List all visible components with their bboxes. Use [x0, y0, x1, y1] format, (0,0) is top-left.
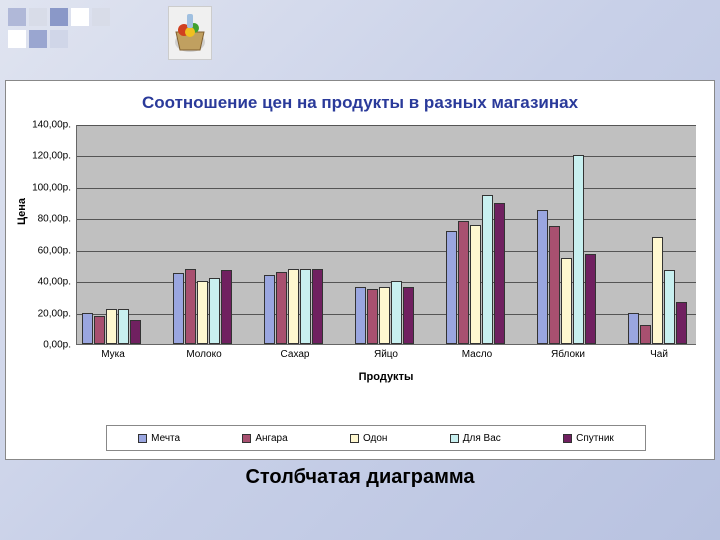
bar: [300, 269, 311, 344]
decor-square: [8, 8, 26, 26]
bar: [446, 231, 457, 344]
decor-squares-row2: [8, 30, 68, 48]
y-tick-label: 40,00р.: [38, 277, 71, 288]
legend-swatch: [450, 434, 459, 443]
bar: [458, 221, 469, 344]
legend-swatch: [350, 434, 359, 443]
bar: [185, 269, 196, 344]
legend-swatch: [242, 434, 251, 443]
bar: [561, 258, 572, 344]
caption: Столбчатая диаграмма: [0, 466, 720, 489]
decor-square: [92, 8, 110, 26]
y-tick-label: 80,00р.: [38, 214, 71, 225]
bar-group: [355, 281, 414, 344]
bar: [94, 316, 105, 344]
plot-area: [76, 125, 696, 345]
bar: [367, 289, 378, 344]
bar: [549, 226, 560, 344]
legend-item: Ангара: [242, 433, 287, 444]
bar: [482, 195, 493, 344]
decor-square: [50, 8, 68, 26]
legend-label: Мечта: [151, 433, 180, 444]
gridline: [77, 188, 696, 189]
gridline: [77, 125, 696, 126]
bar: [173, 273, 184, 344]
category-label: Молоко: [164, 349, 245, 360]
y-tick-label: 120,00р.: [32, 151, 71, 162]
bar: [676, 302, 687, 344]
bar: [664, 270, 675, 344]
legend-item: Спутник: [563, 433, 614, 444]
legend-item: Мечта: [138, 433, 180, 444]
decor-squares-row1: [8, 8, 110, 26]
bar: [391, 281, 402, 344]
category-label: Масло: [437, 349, 518, 360]
decor-square: [50, 30, 68, 48]
bar-group: [446, 195, 505, 344]
bar: [197, 281, 208, 344]
bar: [312, 269, 323, 344]
bar: [470, 225, 481, 344]
bar: [652, 237, 663, 344]
y-tick-label: 60,00р.: [38, 245, 71, 256]
gridline: [77, 156, 696, 157]
gridline: [77, 219, 696, 220]
y-tick-label: 140,00р.: [32, 120, 71, 131]
y-axis-label: Цена: [16, 198, 28, 225]
legend-item: Одон: [350, 433, 387, 444]
bar: [640, 325, 651, 344]
bar: [221, 270, 232, 344]
basket-icon: [168, 6, 212, 60]
legend-label: Одон: [363, 433, 387, 444]
legend-label: Спутник: [576, 433, 614, 444]
bar: [379, 287, 390, 344]
legend-label: Ангара: [255, 433, 287, 444]
decor-square: [29, 8, 47, 26]
bar: [355, 287, 366, 344]
decor-square: [8, 30, 26, 48]
bar: [130, 320, 141, 344]
chart-frame: Соотношение цен на продукты в разных маг…: [5, 80, 715, 460]
bar: [209, 278, 220, 344]
gridline: [77, 251, 696, 252]
category-label: Мука: [73, 349, 154, 360]
decor-square: [29, 30, 47, 48]
bar: [403, 287, 414, 344]
legend: Мечта Ангара Одон Для Вас Спутник: [106, 425, 646, 451]
bar: [118, 309, 129, 344]
legend-swatch: [563, 434, 572, 443]
bar: [288, 269, 299, 344]
bar: [573, 155, 584, 344]
bar: [628, 313, 639, 344]
legend-item: Для Вас: [450, 433, 501, 444]
legend-swatch: [138, 434, 147, 443]
bar-group: [173, 269, 232, 344]
bar-group: [264, 269, 323, 344]
bar: [537, 210, 548, 344]
category-label: Сахар: [255, 349, 336, 360]
bar: [264, 275, 275, 344]
plot-wrap: Цена Продукты 0,00р.20,00р.40,00р.60,00р…: [76, 125, 696, 385]
category-label: Чай: [619, 349, 700, 360]
y-tick-label: 20,00р.: [38, 308, 71, 319]
bar: [106, 309, 117, 344]
bar-group: [82, 309, 141, 344]
bar-group: [628, 237, 687, 344]
bar-group: [537, 155, 596, 344]
chart-title: Соотношение цен на продукты в разных маг…: [6, 81, 714, 113]
decor-square: [71, 8, 89, 26]
y-tick-label: 100,00р.: [32, 182, 71, 193]
bar: [82, 313, 93, 344]
y-tick-label: 0,00р.: [43, 340, 71, 351]
legend-label: Для Вас: [463, 433, 501, 444]
bar: [276, 272, 287, 344]
category-label: Яблоки: [528, 349, 609, 360]
bar: [585, 254, 596, 344]
category-label: Яйцо: [346, 349, 427, 360]
x-axis-label: Продукты: [76, 371, 696, 383]
bar: [494, 203, 505, 344]
